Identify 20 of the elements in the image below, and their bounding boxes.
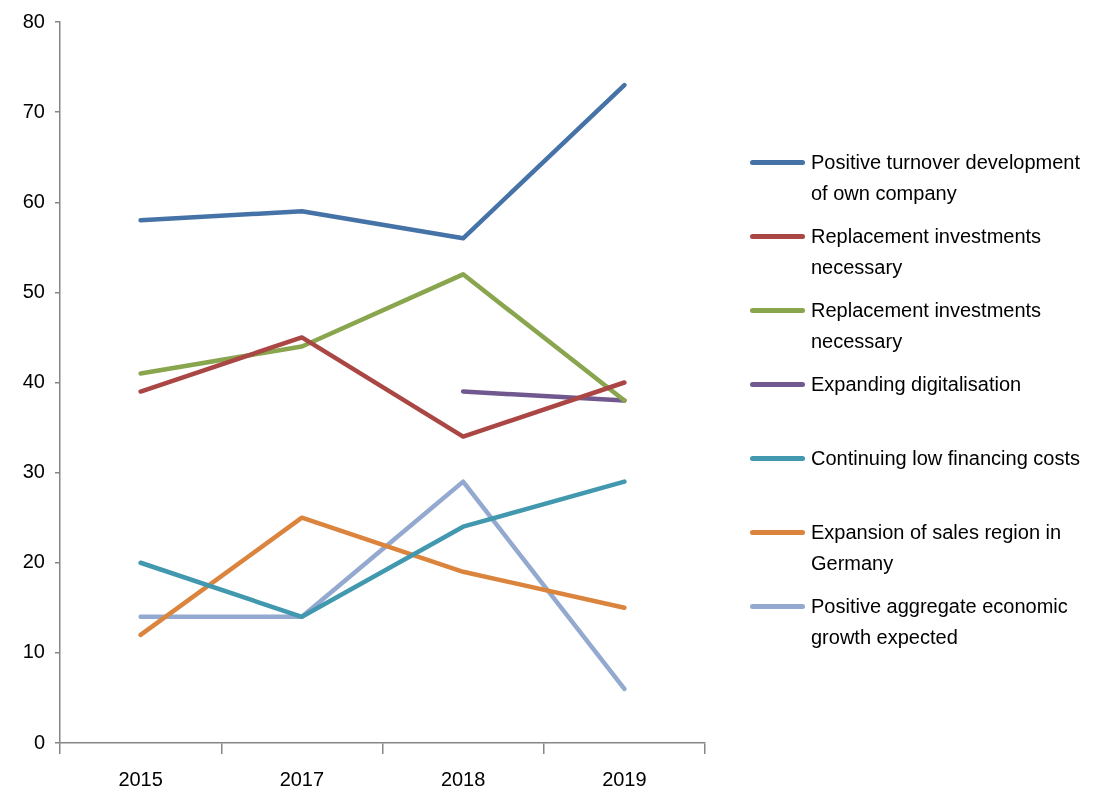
y-tick-label: 70 — [22, 99, 45, 122]
y-tick-label: 0 — [33, 730, 45, 753]
x-tick-label: 2019 — [602, 767, 647, 790]
legend-label: Continuing low financing costs — [811, 446, 1082, 471]
y-tick-label: 80 — [22, 9, 45, 32]
x-tick-label: 2017 — [279, 767, 325, 790]
y-tick-label: 10 — [22, 640, 45, 663]
x-tick-label: 2018 — [440, 767, 486, 790]
y-tick-label: 60 — [22, 189, 45, 212]
legend-label: Replacement investments necessary — [811, 224, 1043, 280]
legend-label: Replacement investments necessary — [811, 298, 1043, 354]
legend-label: Expansion of sales region in Germany — [811, 520, 1063, 576]
y-tick-label: 30 — [22, 460, 45, 483]
legend-label: Positive turnover development of own company — [811, 150, 1082, 206]
legend-label: Positive aggregate economic growth expected — [811, 594, 1069, 650]
y-tick-label: 20 — [22, 550, 45, 573]
y-tick-label: 50 — [22, 279, 45, 302]
y-tick-label: 40 — [22, 370, 45, 393]
legend-label: Expanding digitalisation — [811, 372, 1023, 397]
x-tick-label: 2015 — [118, 767, 163, 790]
